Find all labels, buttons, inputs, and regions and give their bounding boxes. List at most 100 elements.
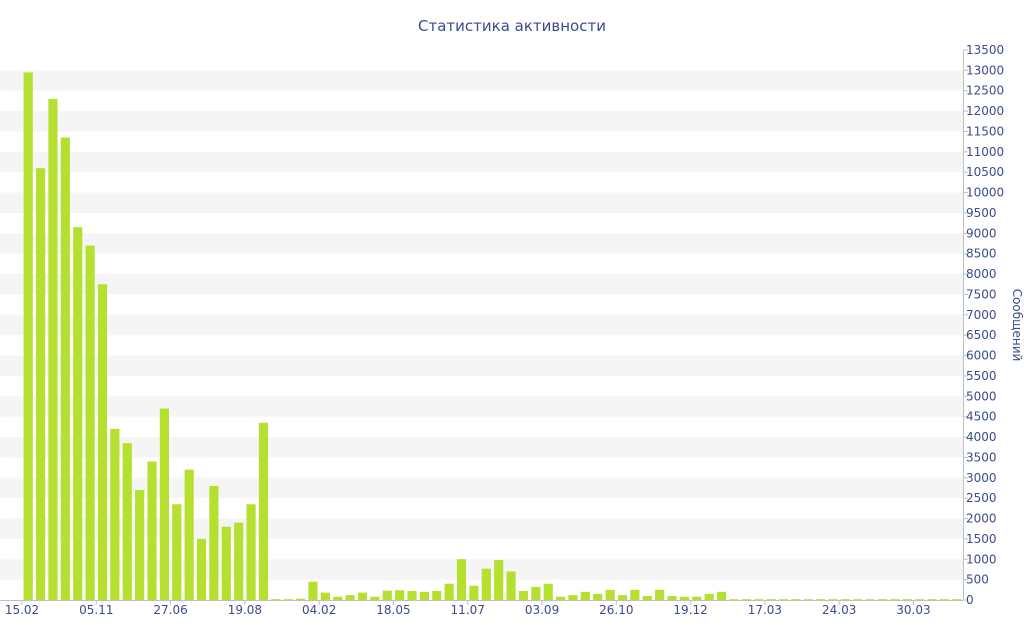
y-tick-label: 5000 — [966, 389, 997, 403]
x-tick-label: 05.11 — [79, 603, 113, 617]
bar — [568, 595, 578, 600]
bar — [382, 590, 392, 600]
bar — [172, 504, 182, 600]
y-tick-label: 6000 — [966, 349, 997, 363]
bar — [803, 599, 813, 600]
bar — [902, 599, 912, 600]
x-tick-label: 03.09 — [525, 603, 559, 617]
bar — [48, 98, 58, 600]
grid-band — [0, 477, 963, 499]
bar — [531, 586, 541, 600]
bar — [927, 599, 937, 600]
grid-band — [0, 233, 963, 254]
bar — [395, 590, 405, 600]
x-tick-label: 19.12 — [673, 603, 707, 617]
grid-band — [0, 314, 963, 336]
grid-band — [0, 396, 963, 417]
x-tick-label: 24.03 — [822, 603, 856, 617]
bar — [35, 168, 46, 600]
bar — [469, 585, 479, 600]
bar — [667, 595, 677, 600]
bar — [506, 571, 516, 600]
bar — [357, 592, 368, 600]
bar — [221, 526, 231, 600]
grid-bands — [0, 70, 963, 580]
bar — [754, 599, 764, 600]
bar — [196, 538, 207, 600]
bar — [159, 408, 169, 600]
bar — [481, 568, 491, 600]
y-tick-label: 12500 — [966, 84, 1004, 98]
y-tick-label: 13000 — [966, 63, 1004, 77]
y-axis-label: Сообщений — [1010, 289, 1024, 362]
chart-title: Статистика активности — [418, 17, 606, 35]
bar — [246, 504, 256, 600]
bar — [816, 599, 826, 600]
bar — [234, 522, 244, 600]
bar — [605, 589, 615, 600]
bar — [828, 599, 838, 600]
y-tick-label: 12000 — [966, 104, 1004, 118]
bar — [630, 589, 640, 600]
y-tick-label: 6500 — [966, 328, 997, 342]
y-tick-label: 4000 — [966, 430, 997, 444]
bar — [716, 591, 727, 600]
x-tick-label: 17.03 — [748, 603, 782, 617]
bar — [518, 591, 529, 600]
y-tick-label: 13500 — [966, 43, 1004, 57]
bar — [85, 245, 95, 600]
x-tick-label: 26.10 — [599, 603, 633, 617]
x-tick-label: 04.02 — [302, 603, 336, 617]
y-tick-label: 10500 — [966, 165, 1004, 179]
y-tick-label: 1000 — [966, 552, 997, 566]
bar — [333, 596, 343, 600]
grid-band — [0, 151, 963, 173]
bar — [778, 599, 789, 600]
bar — [877, 599, 888, 600]
bar — [209, 485, 219, 600]
bar — [692, 596, 702, 600]
x-tick-label: 27.06 — [153, 603, 187, 617]
bar — [791, 599, 801, 600]
bar — [655, 589, 665, 600]
x-tick-label: 19.08 — [228, 603, 262, 617]
bar — [642, 595, 652, 600]
grid-band — [0, 559, 963, 580]
bar — [345, 595, 355, 600]
bar — [679, 596, 689, 600]
bar — [915, 599, 925, 600]
bar — [617, 595, 628, 600]
y-tick-label: 11000 — [966, 145, 1004, 159]
bar — [853, 599, 863, 600]
x-tick-label: 11.07 — [451, 603, 485, 617]
y-tick-label: 0 — [966, 593, 974, 607]
y-tick-label: 2500 — [966, 491, 997, 505]
bar — [840, 599, 850, 600]
bar — [952, 599, 962, 600]
bar — [580, 591, 590, 600]
x-tick-label: 18.05 — [376, 603, 410, 617]
y-tick-label: 8500 — [966, 247, 997, 261]
bar — [110, 428, 120, 600]
bar — [865, 599, 875, 600]
bar — [741, 599, 751, 600]
bar — [283, 599, 293, 600]
bar — [135, 490, 145, 600]
bar — [122, 443, 132, 600]
bar — [543, 583, 553, 600]
y-tick-label: 7000 — [966, 308, 997, 322]
y-tick-label: 4500 — [966, 410, 997, 424]
bar — [60, 137, 70, 600]
bar — [320, 592, 330, 600]
bar — [97, 284, 108, 600]
y-tick-label: 1500 — [966, 532, 997, 546]
y-tick-label: 500 — [966, 573, 989, 587]
bar-series — [23, 72, 962, 600]
x-axis-ticks: 15.02 05.11 27.06 19.08 04.02 18.05 11.07 03.09… — [5, 600, 931, 617]
grid-band — [0, 111, 963, 132]
bar — [23, 72, 33, 600]
bar — [407, 591, 417, 600]
bar — [370, 596, 380, 600]
x-tick-label: 30.03 — [896, 603, 930, 617]
y-tick-label: 5500 — [966, 369, 997, 383]
